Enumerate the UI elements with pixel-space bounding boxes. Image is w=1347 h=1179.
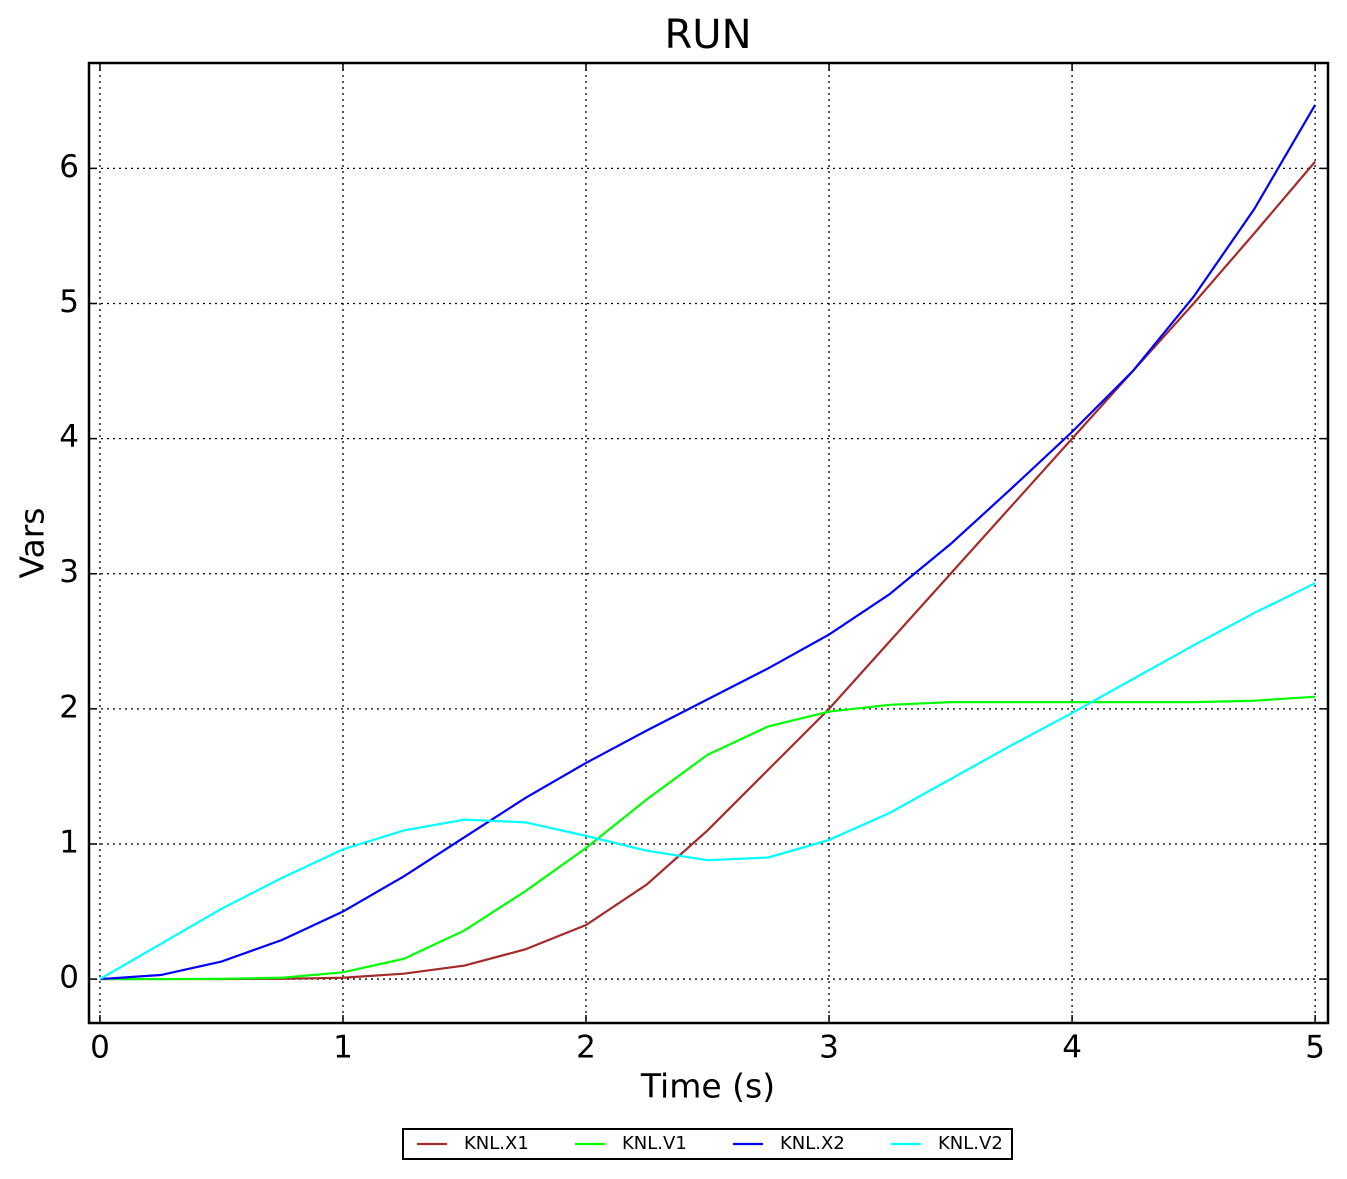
x-tick-label: 3 [819, 1030, 839, 1066]
legend-label: KNL.V2 [938, 1133, 1003, 1154]
x-tick-label: 1 [333, 1030, 353, 1066]
x-axis-label: Time (s) [640, 1067, 775, 1106]
y-tick-label: 5 [59, 284, 79, 320]
x-tick-label: 2 [576, 1030, 596, 1066]
y-tick-label: 6 [59, 149, 79, 185]
x-tick-label: 5 [1305, 1030, 1325, 1066]
plot-frame [87, 61, 1330, 1025]
chart-title: RUN [665, 12, 752, 58]
y-tick-label: 1 [59, 824, 79, 860]
y-tick-label: 0 [59, 960, 79, 996]
series-line [99, 695, 1316, 981]
x-tick-label: 4 [1062, 1030, 1082, 1066]
series-line [99, 582, 1316, 981]
y-axis-label: Vars [13, 508, 52, 579]
y-tick-label: 3 [59, 554, 79, 590]
legend-label: KNL.X1 [464, 1133, 529, 1154]
series-line [99, 160, 1316, 981]
x-tick-label: 0 [90, 1030, 110, 1066]
series-line [99, 104, 1317, 981]
y-tick-label: 2 [59, 689, 79, 725]
legend-label: KNL.X2 [780, 1133, 845, 1154]
legend-label: KNL.V1 [622, 1133, 687, 1154]
y-tick-label: 4 [59, 419, 79, 455]
